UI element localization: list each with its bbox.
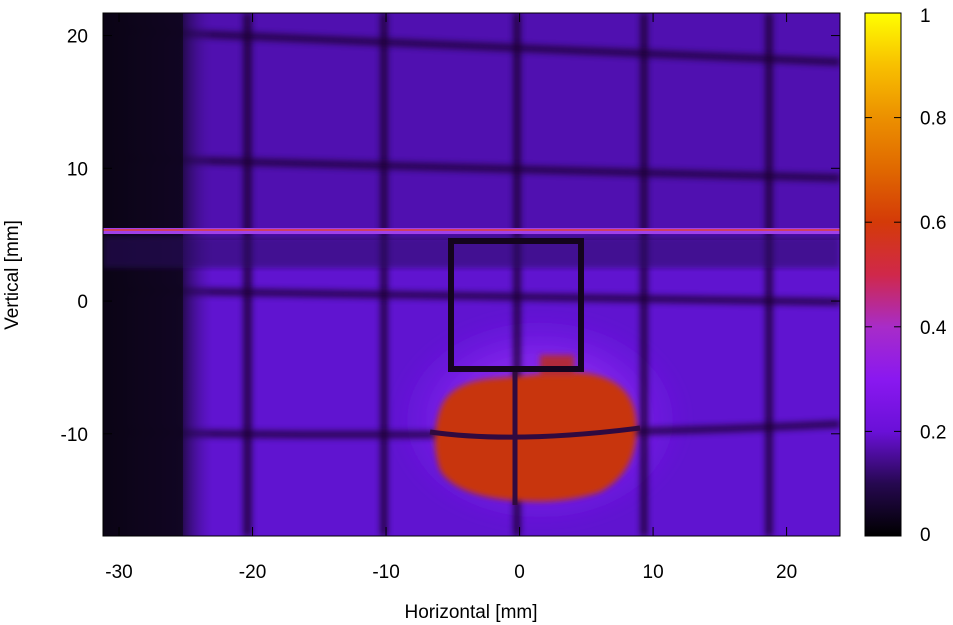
colorbar: [864, 12, 902, 537]
bright-line-core: [103, 229, 840, 231]
wire-h2: [103, 154, 840, 182]
x-tick-label: 20: [776, 562, 797, 583]
colorbar-tick-label: 0.6: [920, 213, 946, 234]
wire-h1: [103, 26, 840, 66]
y-axis: -10 0 10 20: [61, 27, 840, 446]
left-dark-band-core: [103, 13, 183, 536]
colorbar-axis: 0 0.2 0.4 0.6 0.8 1: [865, 6, 947, 546]
x-tick-label: 0: [514, 562, 525, 583]
colorbar-tick-label: 0: [920, 525, 931, 546]
y-tick-label: 0: [77, 292, 88, 313]
wire-v4: [640, 13, 648, 536]
wire-v3: [513, 13, 521, 536]
y-tick-label: -10: [61, 425, 88, 446]
vertical-wires: [243, 13, 773, 536]
heatmap-image: [103, 13, 840, 536]
x-tick-label: -30: [105, 562, 132, 583]
wire-v1: [243, 13, 252, 536]
plot-frame: [102, 12, 841, 537]
y-tick-label: 20: [67, 27, 88, 48]
x-tick-label: -10: [372, 562, 399, 583]
x-tick-label: -20: [239, 562, 266, 583]
wire-v2: [380, 13, 388, 536]
rectangle-outline: [448, 238, 584, 372]
x-tick-label: 10: [643, 562, 664, 583]
x-axis-label: Horizontal [mm]: [404, 602, 537, 623]
y-axis-label: Vertical [mm]: [2, 220, 23, 330]
colorbar-tick-label: 0.8: [920, 109, 946, 130]
hot-region-hwire: [429, 425, 641, 440]
colorbar-tick-label: 1: [920, 6, 931, 27]
colorbar-tick-label: 0.2: [920, 422, 946, 443]
y-tick-label: 10: [67, 159, 88, 180]
wire-v5: [765, 13, 773, 536]
wire-h3: [103, 286, 840, 306]
colorbar-tick-label: 0.4: [920, 318, 947, 339]
x-axis: -30 -20 -10 0 10 20: [105, 13, 797, 583]
